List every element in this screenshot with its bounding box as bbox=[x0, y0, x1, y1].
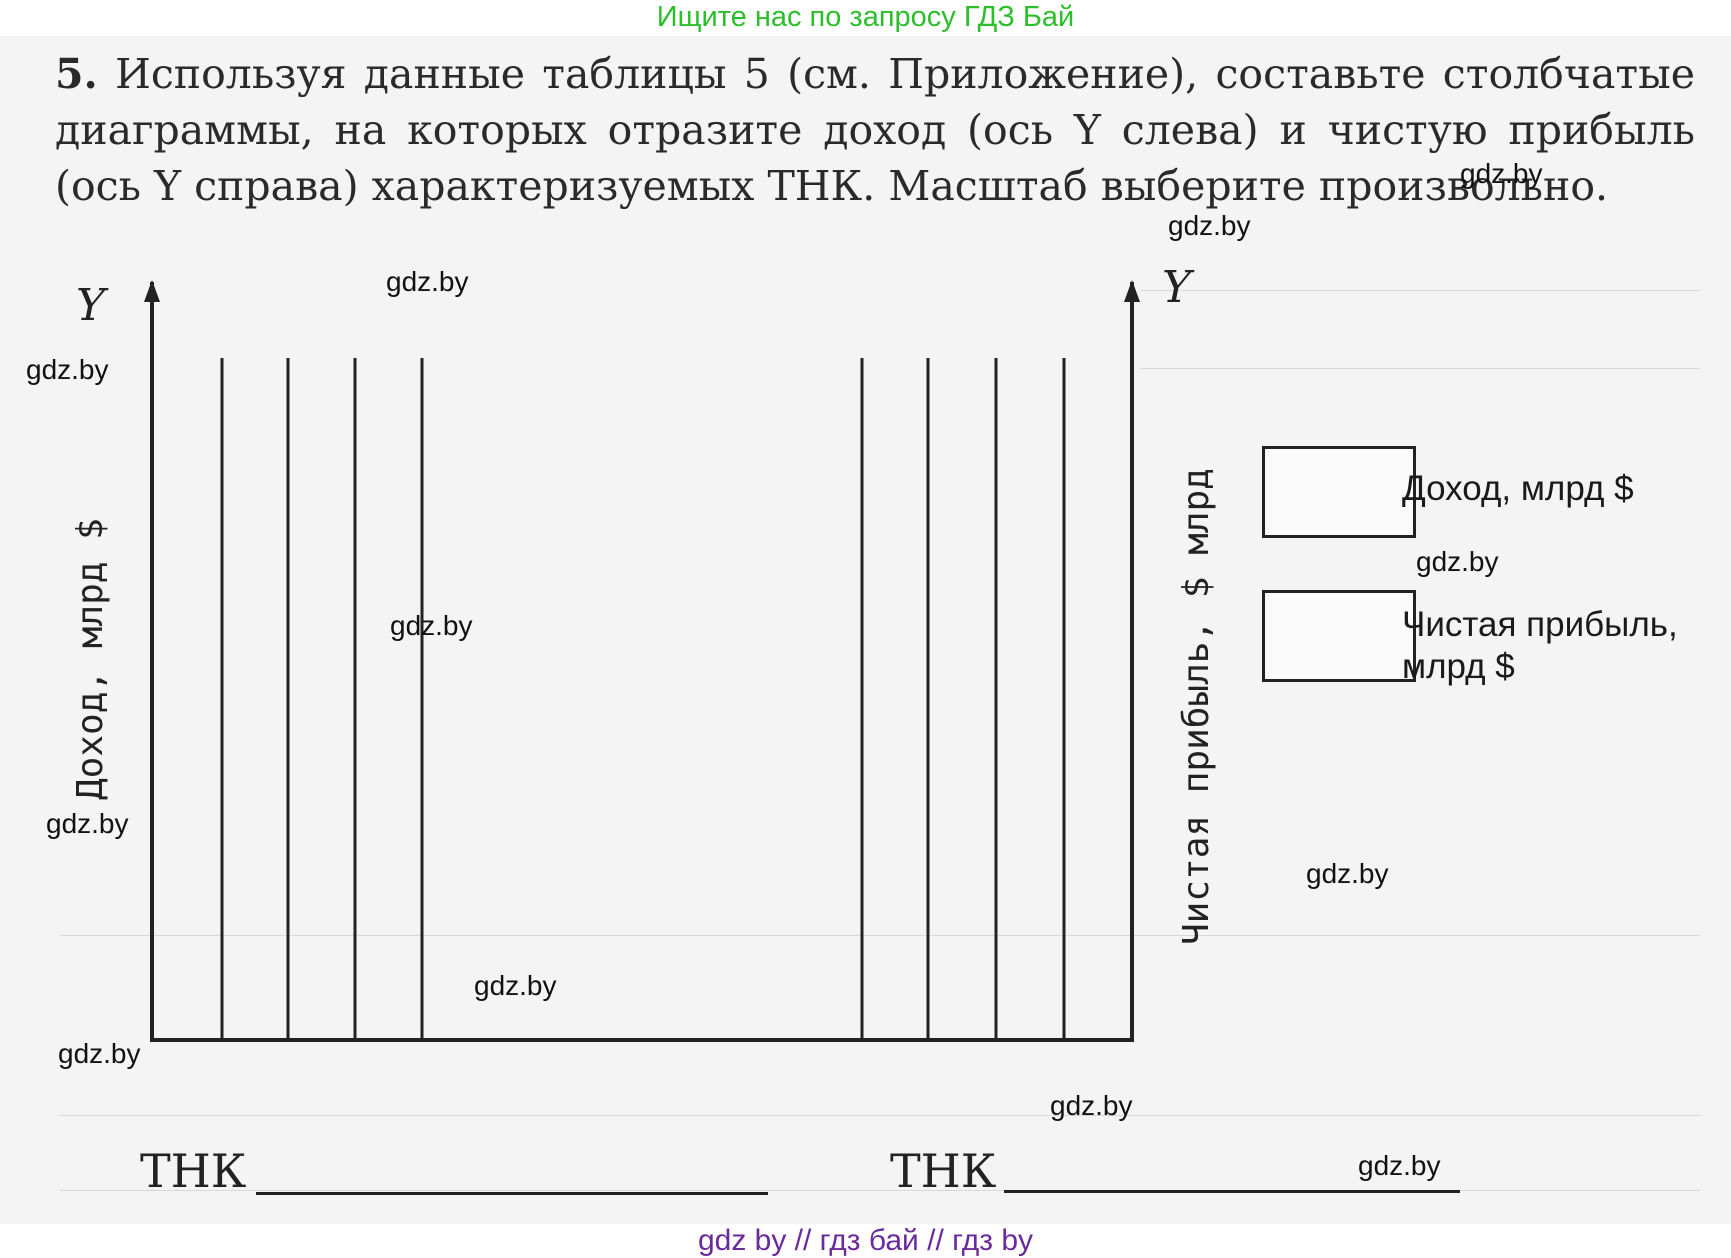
bottom-banner[interactable]: gdz by // гдз бай // гдз by bbox=[0, 1224, 1731, 1258]
task-body: Используя данные таблицы 5 (см. Приложен… bbox=[55, 50, 1695, 210]
page-rule bbox=[1140, 290, 1700, 291]
left-x-answer-line bbox=[256, 1192, 768, 1195]
top-banner[interactable]: Ищите нас по запросу ГДЗ Бай bbox=[0, 0, 1731, 36]
watermark: gdz.by bbox=[1416, 546, 1499, 577]
watermark: gdz.by bbox=[1358, 1150, 1441, 1181]
right-x-label: ТНК bbox=[890, 1144, 997, 1198]
left-y-axis-label: Y bbox=[76, 280, 106, 331]
legend-swatch-profit bbox=[1262, 590, 1416, 682]
legend-swatch-income bbox=[1262, 446, 1416, 538]
watermark: gdz.by bbox=[46, 808, 129, 839]
watermark: gdz.by bbox=[26, 354, 109, 385]
watermark: gdz.by bbox=[1050, 1090, 1133, 1121]
page-rule bbox=[60, 1115, 1700, 1116]
page-rule bbox=[60, 1190, 1700, 1191]
watermark: gdz.by bbox=[58, 1038, 141, 1069]
watermark: gdz.by bbox=[1306, 858, 1389, 889]
watermark: gdz.by bbox=[1168, 210, 1251, 241]
page-rule bbox=[60, 935, 1700, 936]
task-number: 5. bbox=[55, 50, 98, 98]
right-y-title: Чистая прибыль, $ млрд bbox=[1176, 468, 1217, 945]
legend-label-profit: Чистая прибыль, млрд $ bbox=[1402, 605, 1678, 686]
watermark: gdz.by bbox=[1460, 158, 1543, 189]
right-x-answer-line bbox=[1004, 1190, 1460, 1193]
legend-label-income: Доход, млрд $ bbox=[1402, 469, 1634, 508]
watermark: gdz.by bbox=[474, 970, 557, 1001]
task-text: 5. Используя данные таблицы 5 (см. Прило… bbox=[55, 46, 1695, 214]
left-x-label: ТНК bbox=[140, 1144, 247, 1198]
left-y-title: Доход, млрд $ bbox=[70, 518, 111, 800]
watermark: gdz.by bbox=[390, 610, 473, 641]
right-y-axis-label: Y bbox=[1162, 262, 1192, 313]
watermark: gdz.by bbox=[386, 266, 469, 297]
page-rule bbox=[1140, 368, 1700, 369]
